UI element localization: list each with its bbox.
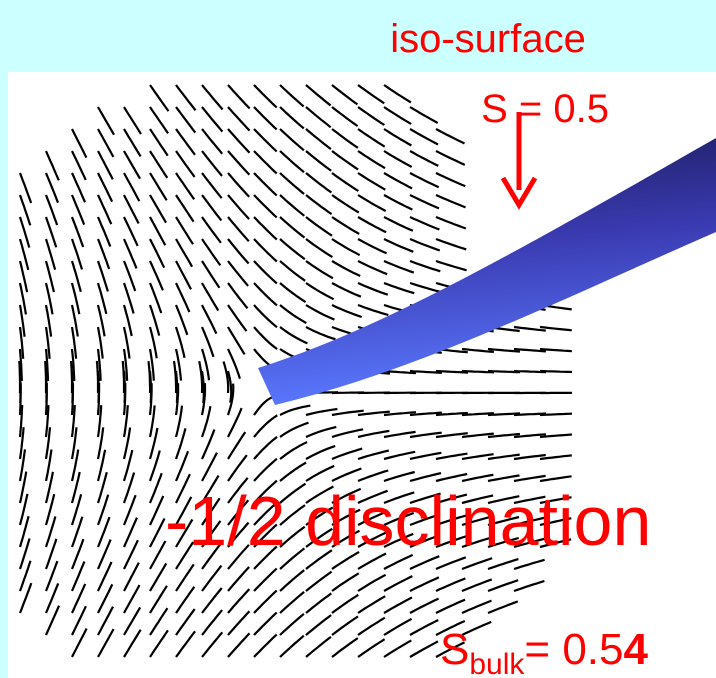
- bulk-last-digit: 4: [624, 625, 649, 674]
- bulk-subscript: bulk: [469, 648, 525, 678]
- iso-value-label: S = 0.5: [481, 87, 609, 131]
- iso-surface-label: iso-surface: [390, 17, 586, 61]
- page: iso-surface S = 0.5 -1/2 disclination Sb…: [0, 0, 716, 678]
- director-line: [71, 361, 72, 393]
- director-line: [46, 383, 47, 415]
- top-band: [8, 0, 716, 72]
- director-line: [540, 371, 572, 372]
- defect-label: -1/2 disclination: [165, 482, 651, 560]
- bulk-symbol: S: [440, 625, 469, 674]
- director-line: [72, 383, 73, 415]
- bulk-equals: = 0.5: [524, 625, 623, 674]
- director-line: [98, 383, 99, 415]
- director-line: [540, 414, 572, 415]
- figure: iso-surface S = 0.5 -1/2 disclination Sb…: [0, 0, 716, 678]
- director-line: [97, 361, 98, 393]
- director-line: [20, 383, 21, 415]
